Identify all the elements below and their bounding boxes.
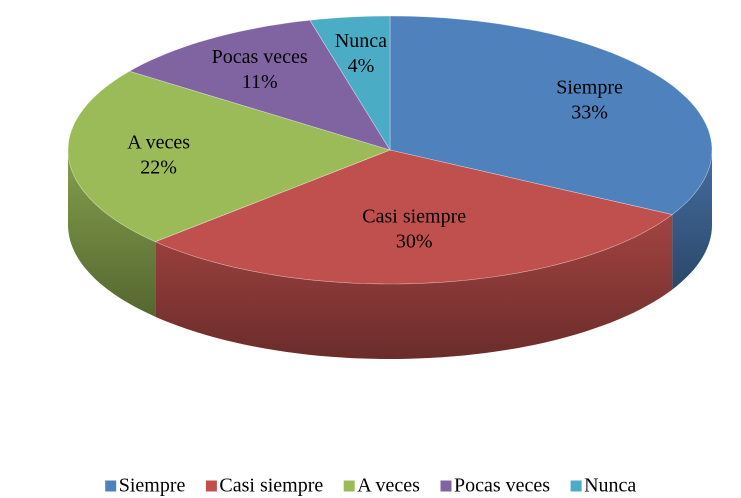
legend-item: Pocas veces [439,475,550,497]
slice-label-value: 33% [571,101,608,123]
legend-item: Casi siempre [204,475,323,497]
legend-swatch [104,479,118,493]
slice [309,15,391,152]
slice-label-value: 22% [140,157,177,179]
slice-side-shade [155,214,673,359]
legend-item: Siempre [104,475,186,497]
slice-label-value: 11% [242,71,278,93]
legend-swatch [204,479,218,493]
legend-item: A veces [342,475,420,497]
slice-label-value: 4% [348,55,375,77]
slice-side-shade [68,150,156,317]
legend-label: Siempre [119,475,186,497]
slice [154,149,673,285]
legend-swatch [569,479,583,493]
slice-label-name: Pocas veces [212,46,308,68]
legend-label: Casi siempre [219,475,323,497]
slice-label-name: Siempre [556,76,623,98]
slice [128,19,391,151]
slice-label-name: A veces [127,132,190,154]
legend-label: Nunca [584,475,636,497]
slice [67,70,391,243]
slice-label-value: 30% [396,230,433,252]
legend-label: Pocas veces [454,475,550,497]
slice-label-name: Nunca [335,30,387,52]
legend-swatch [342,479,356,493]
legend-item: Nunca [569,475,636,497]
slice-label-name: Casi siempre [362,205,466,227]
slice-side-shade [672,150,712,290]
legend-swatch [439,479,453,493]
legend: Siempre Casi siempre A veces Pocas veces Nun… [104,475,636,497]
slice [389,15,713,215]
legend-label: A veces [357,475,420,497]
